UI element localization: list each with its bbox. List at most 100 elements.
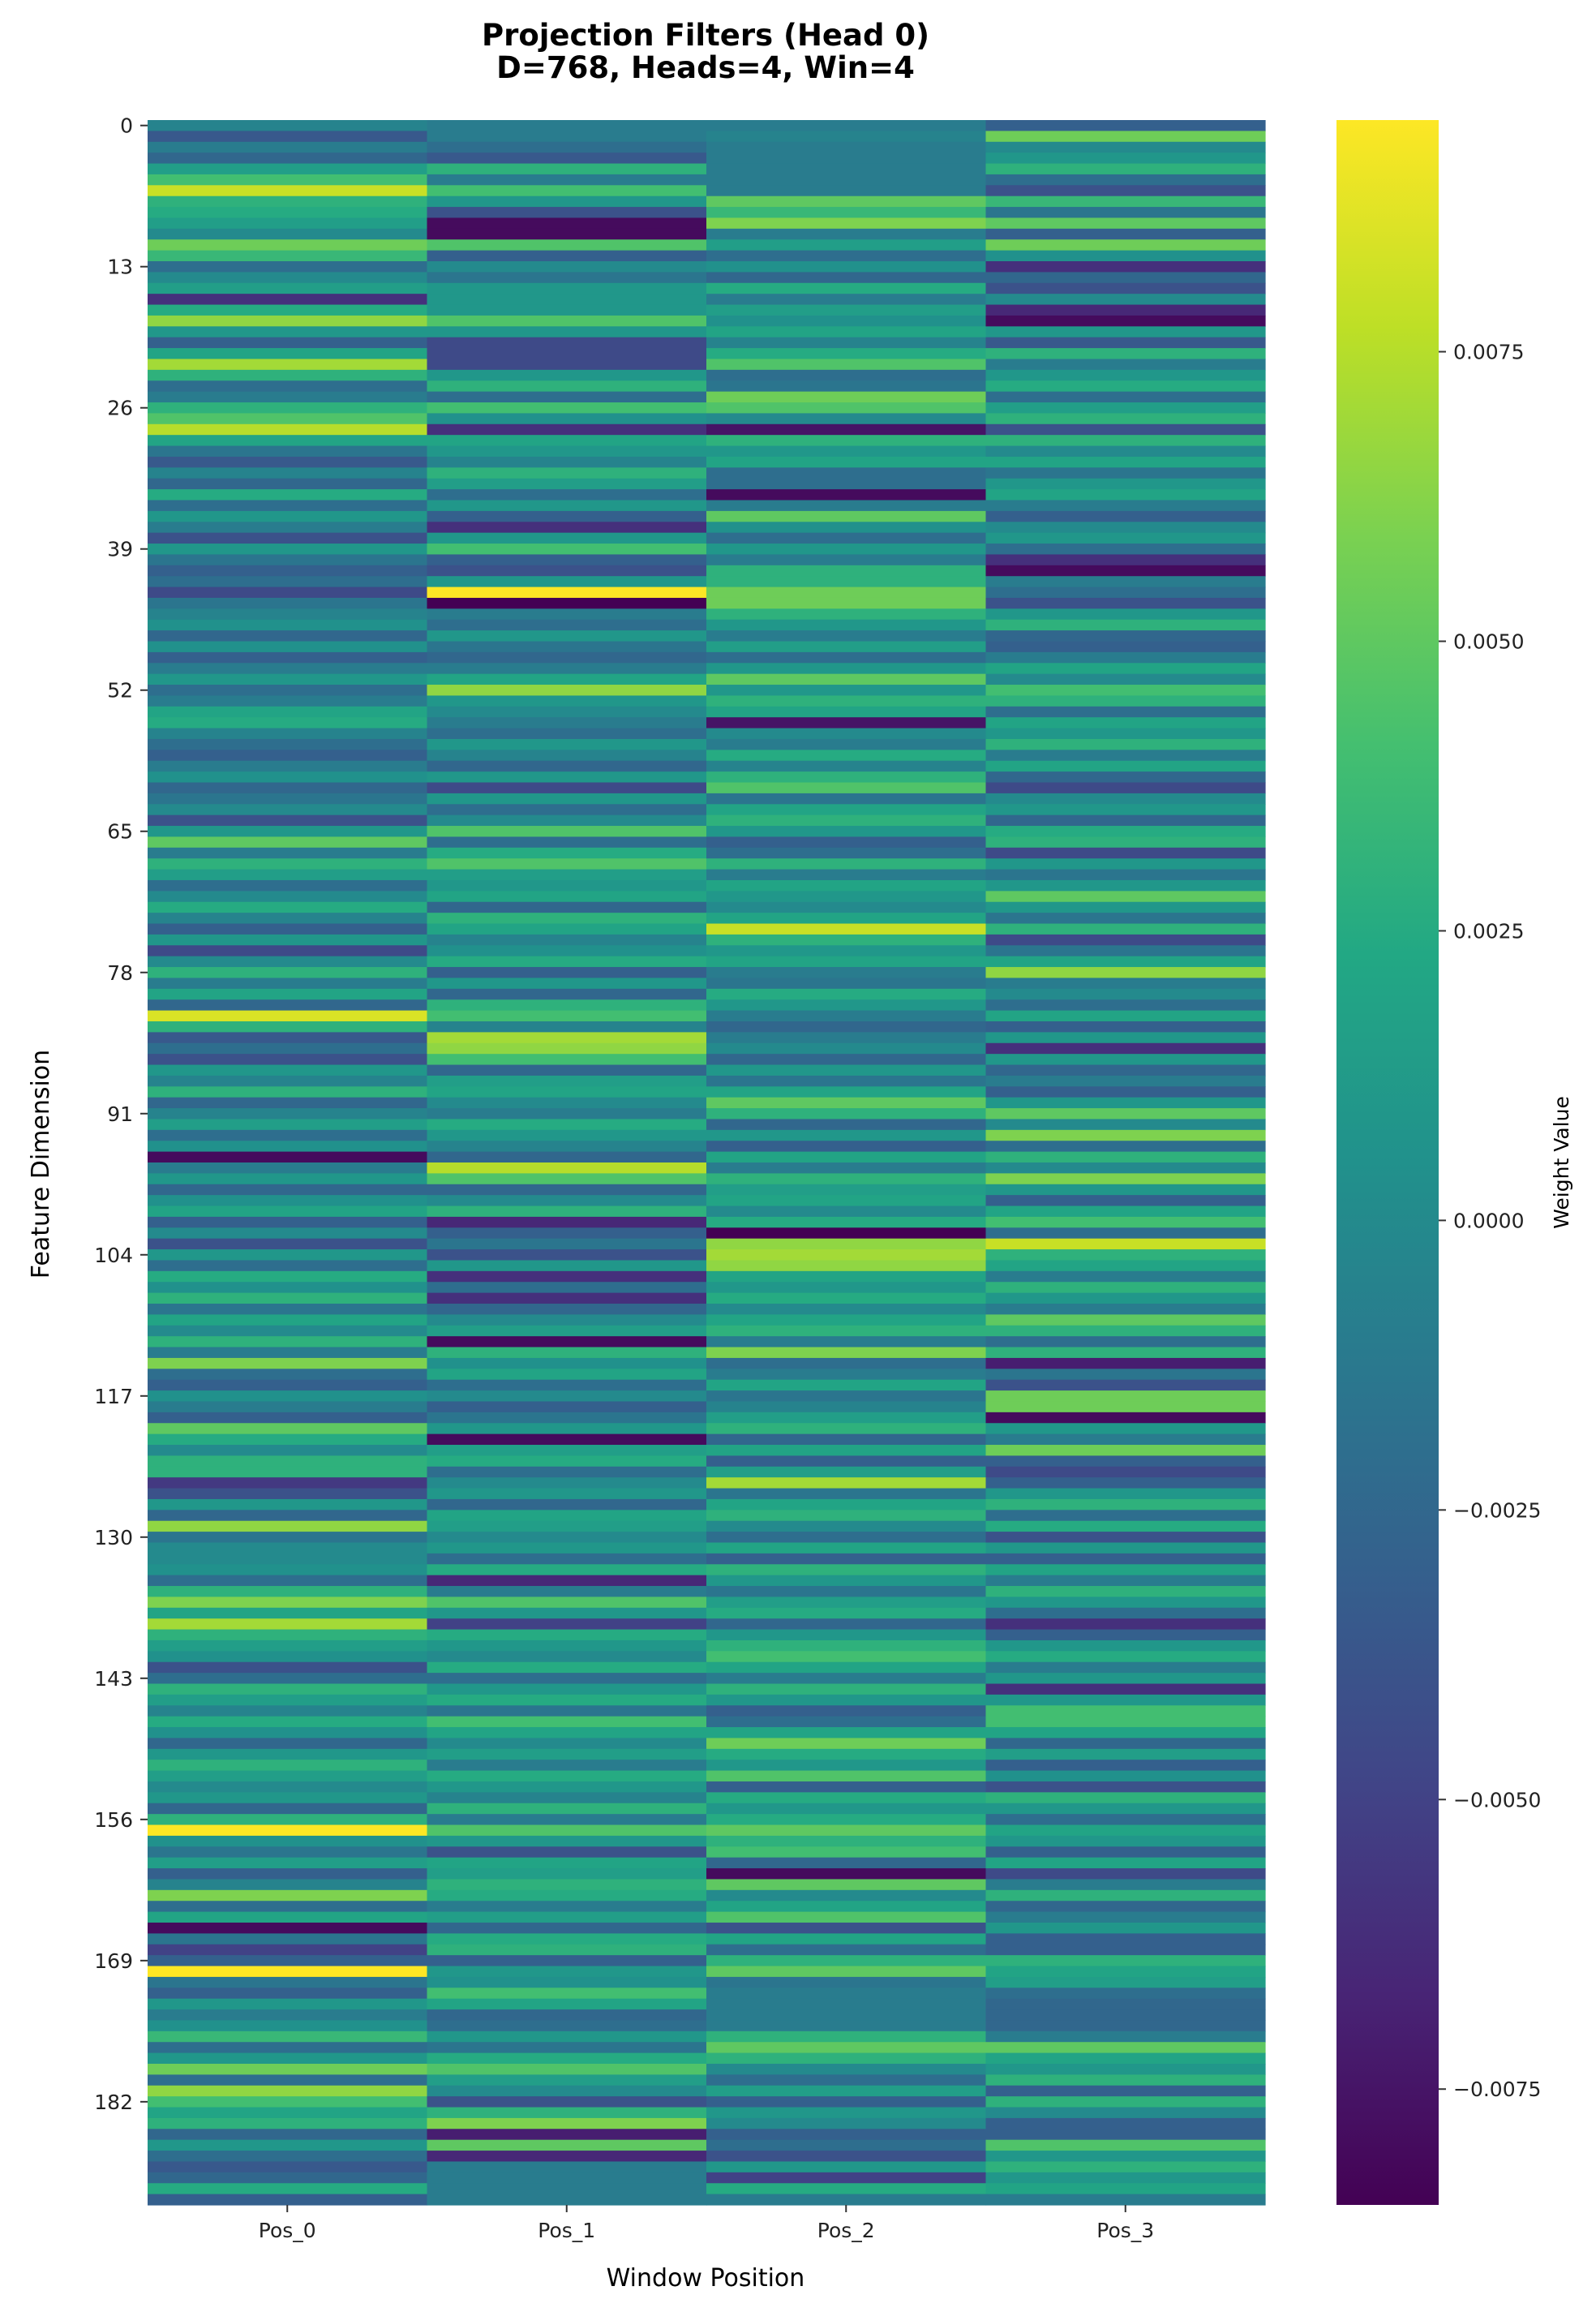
heatmap-cell [427, 348, 707, 360]
heatmap-cell [427, 131, 707, 143]
heatmap-cell [427, 847, 707, 859]
heatmap-cell [427, 967, 707, 979]
heatmap-cell [985, 1575, 1266, 1587]
heatmap-cell [148, 1683, 428, 1695]
heatmap-cell [706, 1108, 987, 1120]
heatmap-cell [148, 814, 428, 827]
heatmap-cell [427, 2161, 707, 2173]
heatmap-cell [427, 1488, 707, 1500]
heatmap-cell [148, 2096, 428, 2108]
y-tick-label: 65 [107, 820, 133, 844]
heatmap-cell [148, 738, 428, 750]
heatmap-cell [706, 695, 987, 707]
heatmap-cell [427, 141, 707, 153]
heatmap-cell [706, 380, 987, 393]
heatmap-cell [148, 913, 428, 925]
heatmap-cell [706, 120, 987, 131]
heatmap-cell [706, 2096, 987, 2108]
heatmap-cell [706, 1369, 987, 1381]
heatmap-cell [706, 1661, 987, 1674]
heatmap-cell [148, 782, 428, 794]
heatmap-cell [706, 750, 987, 762]
y-tick-label: 0 [120, 114, 133, 138]
heatmap-cell [148, 380, 428, 393]
heatmap-cell [985, 1868, 1266, 1880]
heatmap-cell [706, 1520, 987, 1532]
heatmap-cell [706, 673, 987, 685]
heatmap-cell [706, 2139, 987, 2151]
heatmap-cell [427, 1933, 707, 1945]
heatmap-cell [148, 554, 428, 566]
heatmap-cell [427, 1032, 707, 1044]
heatmap-cells [148, 120, 1266, 2206]
heatmap-cell [706, 1151, 987, 1163]
heatmap-cell [148, 901, 428, 913]
heatmap-cell [706, 554, 987, 566]
heatmap-cell [427, 891, 707, 903]
heatmap-cell [706, 250, 987, 262]
heatmap-cell [148, 1184, 428, 1196]
colorbar-tick-label: −0.0075 [1453, 2078, 1541, 2101]
heatmap-cell [706, 956, 987, 968]
heatmap-cell [985, 1445, 1266, 1457]
heatmap-cell [148, 141, 428, 153]
y-axis-label: Feature Dimension [27, 1050, 55, 1278]
heatmap-cell [148, 1629, 428, 1641]
heatmap-cell [427, 1119, 707, 1131]
heatmap-cell [148, 1835, 428, 1847]
heatmap-cell [985, 901, 1266, 913]
heatmap-cell [427, 1304, 707, 1315]
heatmap-cell [706, 1498, 987, 1511]
heatmap-cell [706, 1976, 987, 1988]
heatmap-cell [985, 1314, 1266, 1326]
heatmap-cell [706, 901, 987, 913]
heatmap-cell [148, 217, 428, 230]
heatmap-cell [985, 1607, 1266, 1619]
heatmap-cell [427, 2139, 707, 2151]
heatmap-cell [706, 1433, 987, 1446]
heatmap-cell [427, 359, 707, 371]
heatmap-cell [148, 1423, 428, 1435]
heatmap-cell [706, 282, 987, 294]
heatmap-cell [985, 771, 1266, 784]
heatmap-cell [427, 1846, 707, 1859]
heatmap-cell [706, 1097, 987, 1109]
heatmap-cell [148, 1803, 428, 1815]
heatmap-cell [427, 544, 707, 556]
heatmap-cell [427, 1325, 707, 1337]
heatmap-cell [985, 1955, 1266, 1967]
heatmap-cell [706, 1195, 987, 1207]
heatmap-cell [148, 1564, 428, 1576]
heatmap-cell [985, 717, 1266, 729]
heatmap-cell [985, 1292, 1266, 1304]
heatmap-cell [706, 1868, 987, 1880]
heatmap-cell [148, 2009, 428, 2022]
heatmap-cell [706, 1325, 987, 1337]
heatmap-cell [427, 1868, 707, 1880]
heatmap-cell [148, 337, 428, 349]
heatmap-cell [706, 1412, 987, 1424]
heatmap-cell [148, 261, 428, 273]
heatmap-cell [148, 544, 428, 556]
heatmap-cell [985, 1108, 1266, 1120]
heatmap-cell [427, 445, 707, 458]
heatmap-cell [148, 1966, 428, 1978]
heatmap-cell [148, 228, 428, 240]
heatmap-cell [985, 456, 1266, 468]
heatmap-cell [706, 131, 987, 143]
heatmap-cell [985, 673, 1266, 685]
heatmap-cell [985, 565, 1266, 577]
heatmap-cell [985, 1639, 1266, 1652]
heatmap-cell [706, 1238, 987, 1250]
heatmap-cell [985, 2161, 1266, 2173]
heatmap-cell [148, 576, 428, 588]
heatmap-cell [148, 1760, 428, 1772]
heatmap-cell [706, 1966, 987, 1978]
heatmap-cell [427, 1618, 707, 1631]
heatmap-cell [706, 1379, 987, 1391]
heatmap-cell [985, 814, 1266, 827]
heatmap-cell [985, 522, 1266, 534]
heatmap-cell [985, 1455, 1266, 1468]
heatmap-cell [148, 1401, 428, 1413]
heatmap-cell [427, 2074, 707, 2086]
